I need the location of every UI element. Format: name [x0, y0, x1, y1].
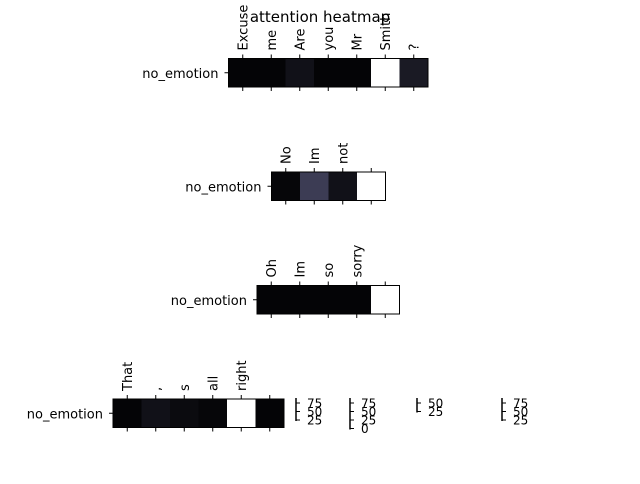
row-label: no_emotion	[142, 67, 218, 82]
token-label: ?	[407, 44, 422, 51]
heatmap-cell	[255, 399, 285, 428]
token-label: so	[322, 263, 337, 278]
heatmap-cell	[285, 285, 315, 314]
heatmap-cell	[141, 399, 171, 428]
heatmap-cell	[399, 58, 429, 87]
token-label: That	[121, 362, 136, 392]
row-label: no_emotion	[171, 294, 247, 309]
token-label: Excuse	[236, 5, 251, 51]
token-label: s	[178, 384, 193, 391]
colorbar-tick-label: 50	[428, 397, 443, 411]
colorbar-tick-label: 25	[307, 414, 322, 428]
heatmap-cell	[257, 285, 286, 314]
token-label: me	[265, 30, 280, 51]
heatmap-cell	[198, 399, 228, 428]
heatmap-cell	[342, 285, 372, 314]
colorbar-tick-label: 25	[513, 414, 528, 428]
heatmap-cell	[342, 58, 372, 87]
heatmap-cell	[113, 399, 142, 428]
heatmap-cell	[314, 285, 343, 314]
token-label: Smith	[379, 13, 394, 51]
colorbar-tick-label: 25	[428, 405, 443, 419]
token-label: not	[336, 143, 351, 164]
row-label: no_emotion	[185, 180, 261, 195]
heatmap-cell	[271, 172, 301, 201]
colorbar-tick-label: 75	[513, 397, 528, 411]
token-label: all	[206, 376, 221, 391]
heatmap-cell	[300, 172, 329, 201]
heatmap-cell	[328, 172, 358, 201]
colorbar-tick-label: 0	[361, 422, 369, 436]
heatmap-cell	[371, 285, 400, 314]
heatmap-cell	[314, 58, 343, 87]
heatmap-cell	[257, 58, 286, 87]
token-label: Im	[293, 261, 308, 278]
token-label: Im	[308, 148, 323, 165]
token-label: right	[235, 360, 250, 391]
heatmap-cell	[228, 58, 258, 87]
heatmap-cell	[371, 58, 400, 87]
colorbar-tick-label: 75	[307, 397, 322, 411]
token-label: sorry	[350, 244, 365, 277]
heatmap-cell	[170, 399, 199, 428]
heatmap-cell	[285, 58, 315, 87]
colorbar-tick-label: 50	[361, 405, 376, 419]
colorbar-tick-label: 50	[307, 405, 322, 419]
colorbar-tick-label: 50	[513, 405, 528, 419]
chart-title: attention heatmap	[250, 8, 390, 26]
row-label: no_emotion	[27, 407, 103, 422]
heatmap-cell	[227, 399, 256, 428]
token-label: No	[279, 146, 294, 164]
heatmap-cell	[357, 172, 386, 201]
colorbar-tick-label: 25	[361, 414, 376, 428]
token-label: ,	[149, 387, 164, 391]
token-label: Mr	[350, 33, 365, 50]
token-label: Are	[293, 29, 308, 51]
token-label: Oh	[265, 259, 280, 277]
colorbar-tick-label: 75	[361, 397, 376, 411]
token-label: you	[322, 27, 337, 51]
